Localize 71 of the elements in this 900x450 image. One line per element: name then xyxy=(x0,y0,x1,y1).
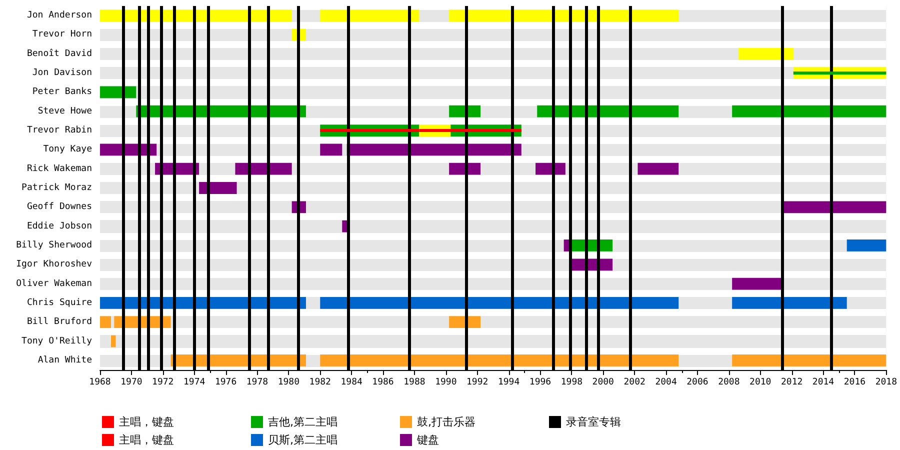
x-tick-label: 2018 xyxy=(875,378,898,388)
x-tick-label: 1992 xyxy=(466,378,488,388)
bar xyxy=(449,162,481,175)
x-tick-label: 2012 xyxy=(780,378,803,388)
y-tick-label: Chris Squire xyxy=(26,298,92,308)
x-tick-label: 1974 xyxy=(183,378,206,388)
y-tick-label: Billy Sherwood xyxy=(16,240,92,250)
y-tick-label: Steve Howe xyxy=(38,106,92,116)
bar xyxy=(782,201,886,214)
x-tick-label: 1968 xyxy=(89,378,111,388)
bar xyxy=(449,105,481,118)
y-tick-label: Tony O'Reilly xyxy=(22,336,93,346)
y-tick-label: Eddie Jobson xyxy=(26,221,92,232)
x-tick-label: 2014 xyxy=(812,378,834,388)
bar xyxy=(732,105,886,118)
y-tick-label: Trevor Horn xyxy=(32,30,92,40)
x-tick-label: 1990 xyxy=(435,378,457,388)
x-tick-label: 1978 xyxy=(246,378,268,388)
x-tick-label: 1986 xyxy=(372,378,394,388)
x-tick-label: 2016 xyxy=(844,378,866,388)
y-tick-label: Oliver Wakeman xyxy=(16,278,92,289)
bar xyxy=(111,335,116,348)
y-tick-label: Igor Khoroshev xyxy=(16,260,92,270)
y-tick-label: Patrick Moraz xyxy=(22,183,92,193)
bar xyxy=(449,10,679,22)
bar xyxy=(449,316,481,328)
x-tick-label: 1994 xyxy=(498,378,520,388)
bar xyxy=(638,162,679,175)
y-tick-label: Trevor Rabin xyxy=(26,126,92,136)
y-tick-label: Jon Anderson xyxy=(26,10,92,21)
bar xyxy=(320,144,342,156)
x-tick-label: 1984 xyxy=(340,378,362,388)
x-tick-label: 2004 xyxy=(655,378,677,388)
bar xyxy=(732,297,847,309)
y-tick-label: Tony Kaye xyxy=(43,144,92,155)
x-tick-label: 1988 xyxy=(404,378,426,388)
x-tick-label: 1970 xyxy=(120,378,142,388)
bar xyxy=(846,240,886,252)
y-tick-label: Geoff Downes xyxy=(26,202,92,212)
legend-label: 贝斯,第二主唱 xyxy=(268,434,338,446)
y-tick-label: Benoît David xyxy=(26,48,92,59)
bar xyxy=(738,48,794,60)
x-tick-label: 1972 xyxy=(152,378,174,388)
bar xyxy=(732,278,782,290)
legend-label: 录音室专辑 xyxy=(566,416,621,428)
x-tick-label: 2000 xyxy=(592,378,614,388)
x-tick-label: 1998 xyxy=(560,378,583,388)
y-tick-label: Bill Bruford xyxy=(26,317,92,328)
bar xyxy=(100,316,112,328)
x-tick-label: 1980 xyxy=(278,378,300,388)
x-tick-label: 1982 xyxy=(309,378,331,388)
legend-label: 鼓,打击乐器 xyxy=(417,416,476,428)
x-tick-label: 2002 xyxy=(624,378,646,388)
x-tick-label: 1976 xyxy=(214,378,237,388)
y-tick-label: Jon Davison xyxy=(32,68,92,78)
y-tick-label: Alan White xyxy=(38,355,92,366)
bar xyxy=(320,10,420,22)
legend-label: 主唱，键盘 xyxy=(119,416,174,428)
bar xyxy=(537,105,679,118)
x-tick-label: 2006 xyxy=(686,378,708,388)
legend-label: 吉他,第二主唱 xyxy=(268,416,338,428)
y-tick-label: Peter Banks xyxy=(32,87,92,98)
x-tick-label: 2010 xyxy=(750,378,772,388)
x-tick-label: 1996 xyxy=(529,378,552,388)
bar xyxy=(536,162,566,175)
bar xyxy=(732,354,886,366)
bar xyxy=(793,72,886,75)
y-tick-label: Rick Wakeman xyxy=(26,164,92,174)
x-tick-label: 2008 xyxy=(718,378,740,388)
legend-label: 主唱，键盘 xyxy=(119,434,174,446)
legend-label: 键盘 xyxy=(416,434,439,446)
